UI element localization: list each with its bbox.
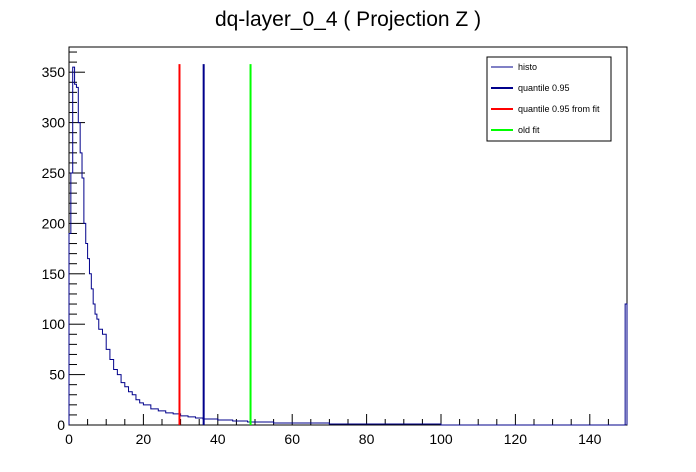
- legend-label: quantile 0.95 from fit: [518, 104, 600, 114]
- chart-title: dq-layer_0_4 ( Projection Z ): [215, 8, 481, 31]
- y-tick-label: 0: [57, 417, 65, 433]
- series-layer: [68, 64, 628, 426]
- legend-label: quantile 0.95: [518, 83, 570, 93]
- series-histo: [68, 66, 628, 426]
- y-tick-label: 250: [42, 165, 66, 181]
- legend-label: histo: [518, 62, 537, 72]
- x-tick-label: 40: [210, 431, 226, 447]
- x-tick-label: 0: [65, 431, 73, 447]
- x-tick-label: 20: [136, 431, 152, 447]
- legend: histo quantile 0.95 quantile 0.95 from fit…: [486, 56, 612, 142]
- y-tick-label: 350: [42, 64, 66, 80]
- y-tick-label: 300: [42, 115, 66, 131]
- legend-label: old fit: [518, 125, 540, 135]
- x-tick-label: 120: [504, 431, 528, 447]
- x-tick-label: 80: [359, 431, 375, 447]
- y-tick-label: 200: [42, 215, 66, 231]
- x-tick-label: 100: [429, 431, 453, 447]
- y-tick-label: 100: [42, 316, 66, 332]
- x-tick-label: 60: [284, 431, 300, 447]
- y-tick-label: 150: [42, 266, 66, 282]
- legend-entries: histo quantile 0.95 quantile 0.95 from fit…: [491, 62, 600, 135]
- y-tick-label: 50: [49, 367, 65, 383]
- axes: 0 20 40 60 80 100 120 140 0 50 100 150 200 250 300 350: [42, 51, 628, 447]
- x-tick-label: 140: [578, 431, 602, 447]
- legend-box: [486, 56, 612, 142]
